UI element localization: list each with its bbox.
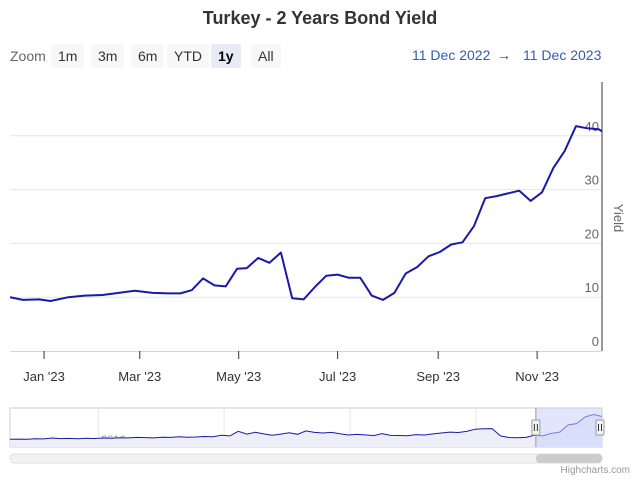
y-tick-label: 10 [585, 280, 599, 295]
range-arrow: → [497, 47, 511, 63]
grid-lines [10, 135, 602, 298]
zoom-all-button[interactable]: All [251, 44, 281, 68]
y-axis-title: Yield [611, 204, 626, 232]
x-tick-label: Sep '23 [416, 369, 460, 384]
zoom-1m-button[interactable]: 1m [51, 44, 85, 68]
series-line[interactable] [10, 125, 630, 302]
chart-title: Turkey - 2 Years Bond Yield [202, 8, 438, 28]
y-tick-label: 20 [585, 226, 599, 241]
navigator-left-handle[interactable] [531, 419, 541, 436]
zoom-6m-button[interactable]: 6m [131, 44, 165, 68]
y-tick-label: 40 [585, 119, 599, 134]
range-to-date[interactable]: 11 Dec 2023 [523, 47, 602, 63]
scrollbar-thumb[interactable] [536, 454, 602, 463]
navigator-selection-mask[interactable] [535, 408, 602, 447]
zoom-1y-button[interactable]: 1y [211, 44, 241, 68]
y-tick-label: 0 [592, 334, 599, 349]
range-from-date[interactable]: 11 Dec 2022 [412, 47, 491, 63]
x-tick-label: Nov '23 [515, 369, 559, 384]
handle-grip[interactable] [531, 419, 541, 436]
x-tick-label: Jan '23 [23, 369, 65, 384]
navigator-area [10, 414, 602, 447]
scrollbar-track[interactable] [9, 453, 603, 464]
x-tick-label: Mar '23 [118, 369, 161, 384]
y-tick-label: 30 [585, 173, 599, 188]
credits-link[interactable]: Highcharts.com [560, 465, 630, 476]
x-tick-label: Jul '23 [319, 369, 356, 384]
x-tick-label: May '23 [216, 369, 261, 384]
zoom-label: Zoom [10, 48, 46, 64]
zoom-ytd-button[interactable]: YTD [167, 44, 209, 68]
navigator-series-line [9, 413, 603, 440]
handle-grip[interactable] [595, 419, 605, 436]
navigator-right-handle[interactable] [595, 419, 605, 436]
navigator: 2016201820202022 [9, 408, 603, 447]
zoom-3m-button[interactable]: 3m [91, 44, 125, 68]
